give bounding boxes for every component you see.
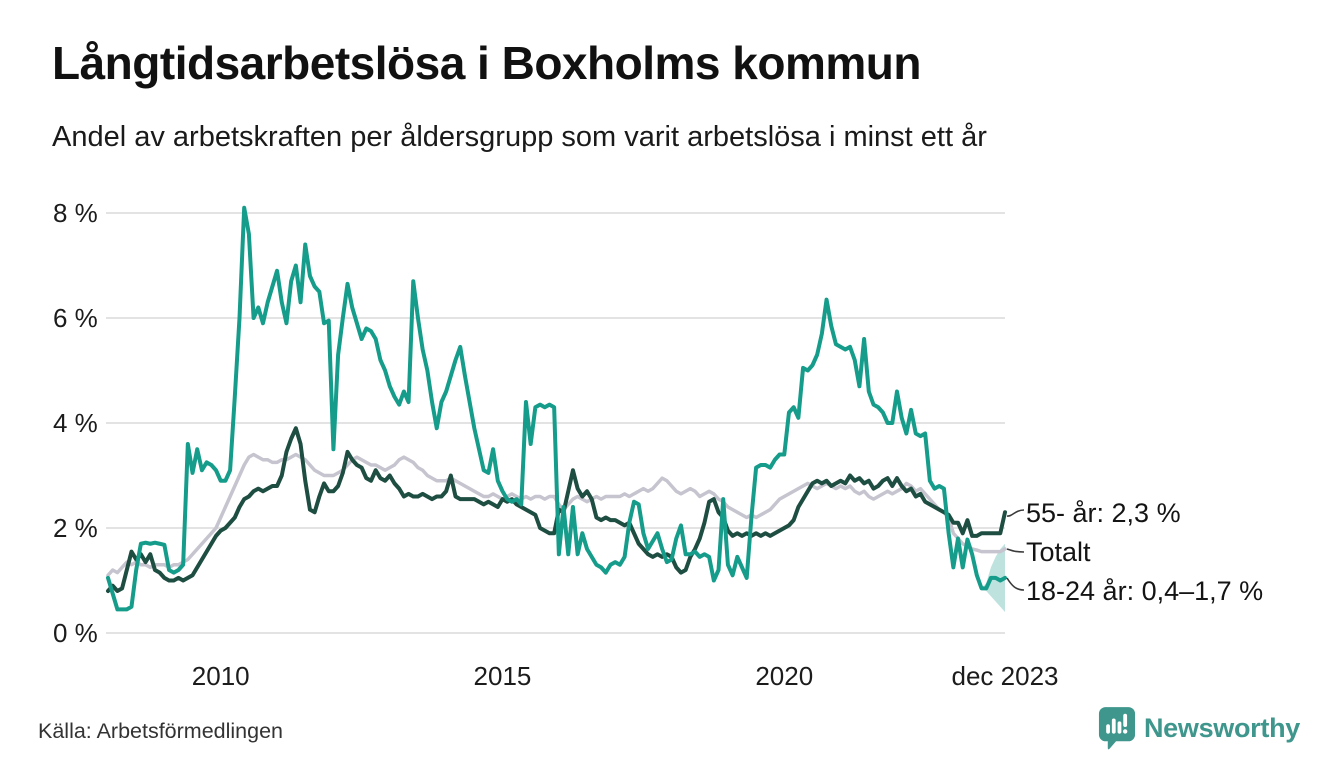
brand-lockup: Newsworthy — [1098, 706, 1300, 750]
annotation-18-24-ar: 18-24 år: 0,4–1,7 % — [1026, 576, 1264, 606]
annotation-totalt: Totalt — [1026, 537, 1091, 567]
leader-18-24 — [1006, 577, 1025, 591]
x-axis-tick-2010: 2010 — [191, 661, 250, 691]
y-axis-tick-4: 4 % — [53, 408, 98, 438]
leader-55 — [1006, 509, 1025, 517]
series-line-18-24-r — [106, 205, 1007, 612]
annotation-leader-lines — [1006, 509, 1025, 591]
x-axis-tick-dec-2023: dec 2023 — [951, 661, 1059, 691]
x-axis-tick-2015: 2015 — [473, 661, 532, 691]
source-text: Källa: Arbetsförmedlingen — [38, 719, 284, 743]
y-axis-tick-0: 0 % — [53, 618, 98, 648]
leader-totalt — [1006, 548, 1025, 553]
brand-wordmark: Newsworthy — [1143, 712, 1300, 743]
y-axis-tick-2: 2 % — [53, 513, 98, 543]
annotation-55-ar: 55- år: 2,3 % — [1026, 498, 1181, 528]
x-axis-tick-2020: 2020 — [755, 661, 814, 691]
series-lines — [106, 205, 1007, 612]
chart-subtitle: Andel av arbetskraften per åldersgrupp s… — [52, 121, 987, 153]
newsworthy-logo-icon — [1098, 707, 1136, 750]
y-axis-tick-8: 8 % — [53, 198, 98, 228]
y-axis-tick-6: 6 % — [53, 303, 98, 333]
chart-title: Långtidsarbetslösa i Boxholms kommun — [52, 37, 921, 89]
